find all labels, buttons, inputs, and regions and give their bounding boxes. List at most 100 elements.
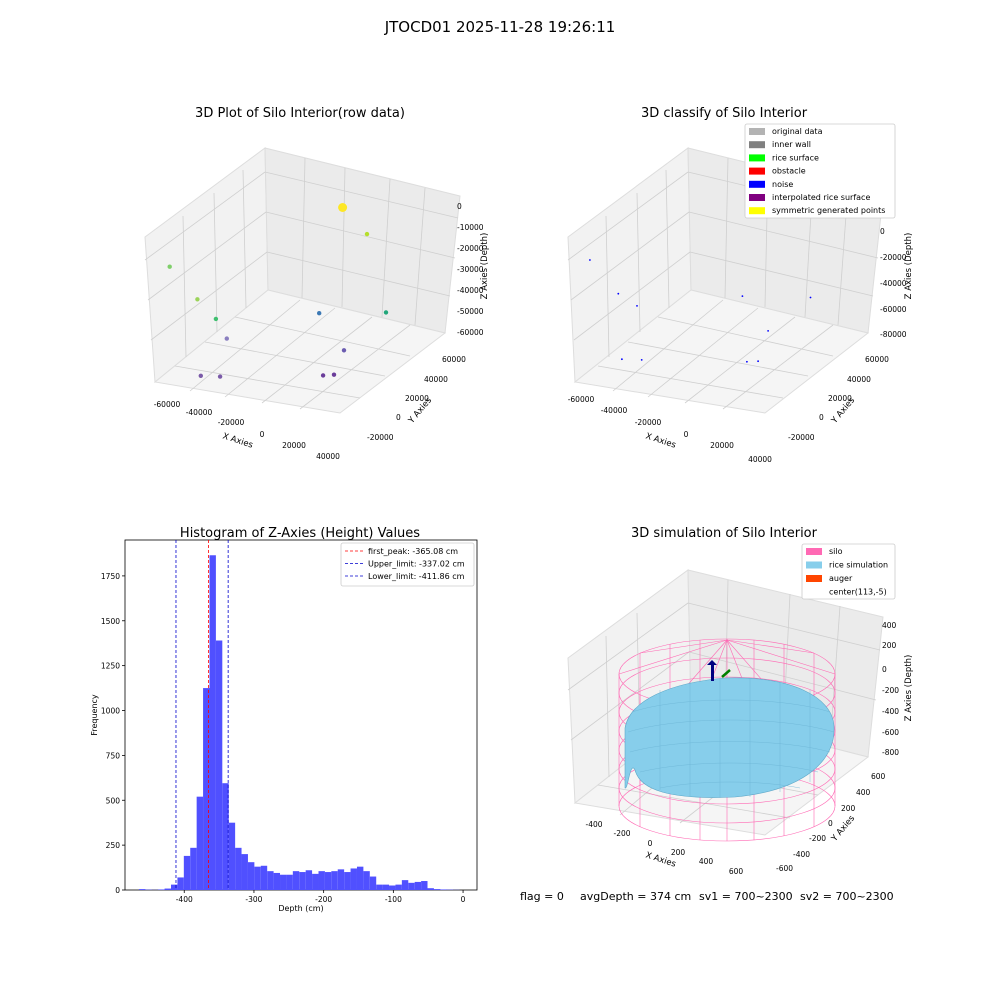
hist-bar xyxy=(267,871,274,890)
raw-ytick: 20000 xyxy=(405,394,429,403)
hist-bar xyxy=(318,871,325,890)
sim-legend-swatch xyxy=(806,575,822,582)
hist-bar xyxy=(376,884,383,890)
status-sv1: sv1 = 700~2300 xyxy=(699,890,793,903)
hist-bar xyxy=(286,874,293,890)
sim-xtick: -200 xyxy=(613,829,630,838)
classify-point xyxy=(741,295,744,297)
hist-bar xyxy=(395,884,402,890)
sim-auger xyxy=(707,660,731,681)
hist-bar xyxy=(260,865,268,890)
classify-legend-label: interpolated rice surface xyxy=(772,193,870,202)
classify-ztick: -20000 xyxy=(880,253,907,262)
sim-ztick: 0 xyxy=(882,665,887,674)
hist-plot-area xyxy=(124,539,478,891)
classify-point xyxy=(757,360,759,363)
hist-xlabel: Depth (cm) xyxy=(278,904,323,913)
classify-legend-swatch xyxy=(749,141,765,149)
figure-suptitle: JTOCD01 2025-11-28 19:26:11 xyxy=(384,18,616,36)
hist-bar xyxy=(183,855,191,890)
classify-ytick: 20000 xyxy=(828,394,852,403)
classify-point xyxy=(746,360,748,363)
raw-xlabel: X Axies xyxy=(221,431,254,450)
sim-ytick: -200 xyxy=(809,834,826,843)
classify-legend-label: rice surface xyxy=(772,153,819,162)
hist-bar xyxy=(158,889,165,890)
hist-ytick-label: 1250 xyxy=(101,662,120,671)
status-avg-depth: avgDepth = 374 cm xyxy=(580,890,691,903)
hist-bar xyxy=(164,888,171,890)
raw-point xyxy=(213,316,219,322)
panel-histogram: Histogram of Z-Axies (Height) Values -40… xyxy=(90,526,478,913)
classify-legend-label: symmetric generated points xyxy=(772,206,885,215)
hist-bar xyxy=(312,873,319,890)
classify-point xyxy=(589,259,591,261)
sim-rice-surface xyxy=(624,677,835,798)
hist-ytick-label: 250 xyxy=(106,841,121,850)
raw-xtick: 0 xyxy=(260,430,265,439)
raw-xtick: -60000 xyxy=(154,400,181,409)
classify-legend-swatch xyxy=(749,128,765,135)
status-line: flag = 0 avgDepth = 374 cm sv1 = 700~230… xyxy=(520,890,894,903)
hist-xtick-label: -400 xyxy=(176,895,193,904)
sim-ztick: -400 xyxy=(882,707,899,716)
sim-ztick: -800 xyxy=(882,748,899,757)
sim-ytick: -600 xyxy=(776,864,793,873)
hist-bar xyxy=(421,881,428,890)
raw-point xyxy=(198,373,203,378)
hist-xticks: -400 -300 -200 -100 0 xyxy=(176,890,466,904)
sim-ztick: 200 xyxy=(882,641,897,650)
hist-yticks: 0 250 500 750 1000 1250 1500 1750 xyxy=(101,572,125,895)
raw-point xyxy=(341,348,347,353)
hist-bar xyxy=(337,869,345,890)
hist-bar xyxy=(369,876,377,890)
raw-ztick: -40000 xyxy=(457,286,484,295)
hist-bar xyxy=(215,640,223,890)
raw-point xyxy=(338,203,348,212)
raw-point xyxy=(320,373,326,378)
hist-bar xyxy=(299,872,306,890)
sim-xtick: -400 xyxy=(585,820,602,829)
classify-point xyxy=(640,359,643,361)
raw-xtick: -20000 xyxy=(218,418,245,427)
hist-reference-lines xyxy=(175,540,229,890)
classify-legend-swatch xyxy=(749,167,765,175)
hist-ytick-label: 0 xyxy=(115,886,120,895)
classify-legend: original data inner wall rice surface obsta… xyxy=(744,123,896,219)
hist-bar xyxy=(331,871,338,890)
hist-title: Histogram of Z-Axies (Height) Values xyxy=(180,526,420,541)
hist-bar xyxy=(389,885,396,890)
hist-bar xyxy=(247,862,255,890)
hist-bar xyxy=(382,884,390,890)
hist-xtick-label: -100 xyxy=(385,895,402,904)
hist-bar xyxy=(196,796,204,890)
classify-yticks: -20000 0 20000 40000 60000 xyxy=(788,355,889,442)
raw-point xyxy=(195,297,200,302)
hist-ytick-label: 1750 xyxy=(101,572,120,581)
hist-bar xyxy=(138,889,146,890)
hist-bar xyxy=(440,889,447,890)
panel-classify-3d: 3D classify of Silo Interior -600 xyxy=(567,106,914,464)
classify-ztick: -60000 xyxy=(880,305,907,314)
raw-title: 3D Plot of Silo Interior(row data) xyxy=(195,106,405,121)
raw-point xyxy=(167,264,172,269)
classify-legend-swatch xyxy=(749,154,765,162)
hist-ytick-label: 1000 xyxy=(101,707,120,716)
status-flag: flag = 0 xyxy=(520,890,564,903)
sim-yticks: -600 -400 -200 0 200 400 600 xyxy=(776,772,886,873)
hist-legend-label: Lower_limit: -411.86 cm xyxy=(368,572,465,581)
sim-ytick: -400 xyxy=(793,850,810,859)
classify-xticks: -60000 -40000 -20000 0 20000 40000 xyxy=(568,395,772,464)
raw-ztick: -50000 xyxy=(457,307,484,316)
hist-bar xyxy=(408,882,415,890)
hist-bar xyxy=(222,783,229,890)
sim-legend-swatch xyxy=(806,548,822,555)
sim-legend-label: rice simulation xyxy=(829,561,888,570)
sim-xticks: -400 -200 0 200 400 600 xyxy=(585,820,743,876)
hist-bar xyxy=(235,847,242,890)
classify-zticks: 0 -20000 -40000 -60000 -80000 xyxy=(880,227,907,339)
hist-bar xyxy=(350,868,357,890)
classify-ztick: -80000 xyxy=(880,330,907,339)
sim-xtick: 200 xyxy=(671,848,686,857)
